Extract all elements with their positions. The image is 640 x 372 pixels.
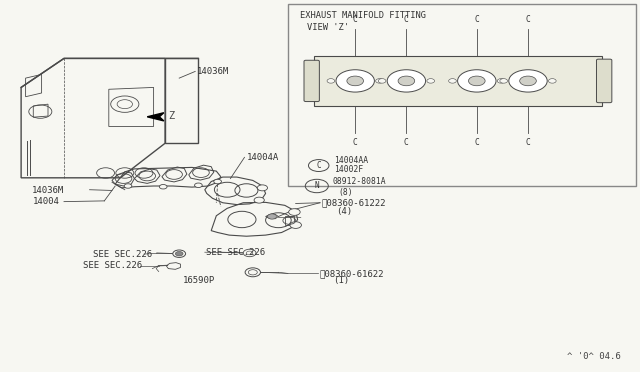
FancyBboxPatch shape [304,60,319,102]
Circle shape [289,209,300,215]
Circle shape [387,70,426,92]
Circle shape [268,214,276,219]
Text: SEE SEC.226: SEE SEC.226 [206,248,265,257]
Bar [314,56,602,106]
Text: (4): (4) [336,207,352,216]
Circle shape [468,76,485,86]
Circle shape [159,185,167,189]
Circle shape [290,222,301,228]
Text: 14036M: 14036M [32,186,64,195]
Circle shape [520,76,536,86]
Text: 08912-8081A: 08912-8081A [333,177,387,186]
Text: C: C [474,15,479,24]
Text: C: C [404,138,409,147]
Circle shape [195,183,202,187]
Text: 14002F: 14002F [334,165,364,174]
Circle shape [245,268,260,277]
Circle shape [175,251,183,256]
Text: SEE SEC.226: SEE SEC.226 [93,250,152,259]
Bar [288,4,636,186]
Text: 14004AA: 14004AA [334,156,368,165]
Circle shape [336,70,374,92]
Circle shape [458,70,496,92]
Text: 14004: 14004 [33,197,60,206]
Text: C: C [316,161,321,170]
Circle shape [427,78,435,83]
Circle shape [497,78,505,83]
Circle shape [173,250,186,257]
Circle shape [327,78,335,83]
Circle shape [257,185,268,191]
Circle shape [378,78,386,83]
Circle shape [254,197,264,203]
Circle shape [449,78,456,83]
Circle shape [214,179,221,184]
Circle shape [376,78,383,83]
Text: C: C [525,138,531,147]
Text: Ⓜ08360-61622: Ⓜ08360-61622 [319,269,384,278]
Circle shape [243,249,256,257]
Text: 14004A: 14004A [246,153,278,162]
Text: (1): (1) [333,276,349,285]
Circle shape [347,76,364,86]
Text: (8): (8) [338,188,353,197]
Circle shape [548,78,556,83]
Text: 14036M: 14036M [197,67,229,76]
Text: C: C [353,138,358,147]
Circle shape [500,78,508,83]
Circle shape [509,70,547,92]
Circle shape [398,76,415,86]
Text: C: C [404,15,409,24]
Text: N: N [314,182,319,190]
Text: C: C [353,15,358,24]
Polygon shape [147,113,164,121]
FancyBboxPatch shape [596,59,612,103]
Text: SEE SEC.226: SEE SEC.226 [83,262,142,270]
Circle shape [124,184,132,188]
Text: Ⓜ08360-61222: Ⓜ08360-61222 [321,198,386,207]
Text: Z: Z [168,111,175,121]
Text: 16590P: 16590P [182,276,214,285]
Text: C: C [474,138,479,147]
Text: C: C [525,15,531,24]
Text: ^ '0^ 04.6: ^ '0^ 04.6 [567,352,621,361]
Text: EXHAUST MANIFOLD FITTING: EXHAUST MANIFOLD FITTING [300,11,426,20]
Text: VIEW 'Z': VIEW 'Z' [307,23,349,32]
